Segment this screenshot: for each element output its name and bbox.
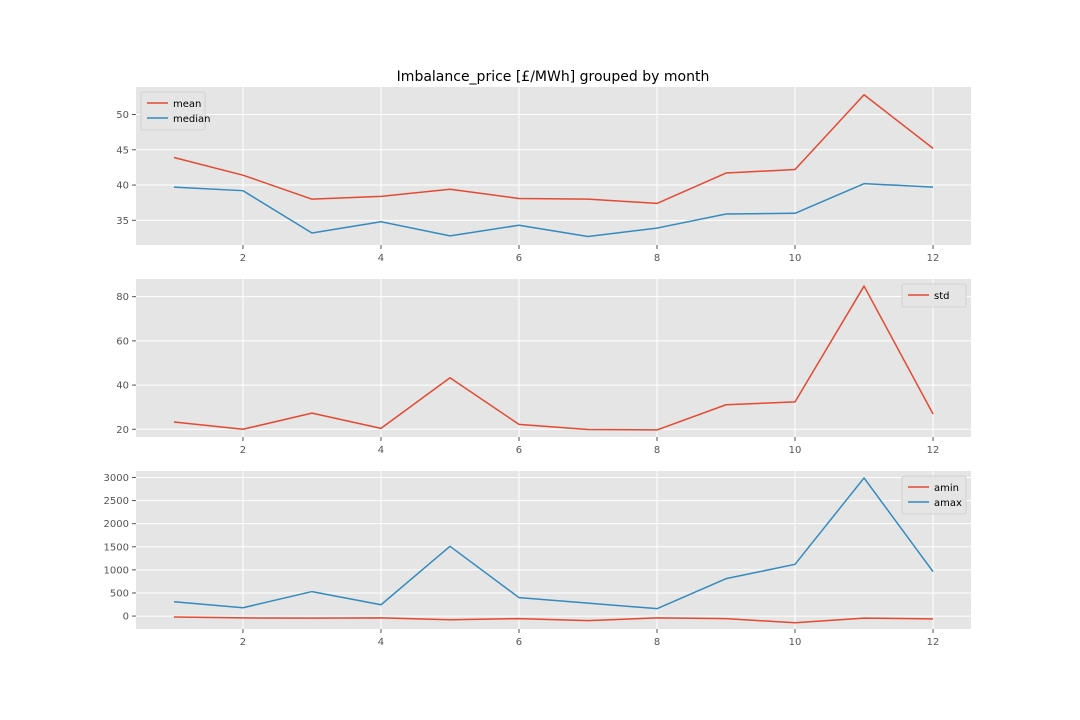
x-tick-label: 6: [516, 445, 522, 456]
x-tick-label: 8: [654, 637, 660, 648]
x-tick-label: 4: [378, 445, 384, 456]
y-tick-label: 35: [116, 216, 129, 227]
y-tick-label: 3000: [104, 473, 129, 484]
x-tick-label: 10: [789, 253, 802, 264]
x-tick-label: 2: [240, 253, 246, 264]
y-tick-label: 45: [116, 145, 129, 156]
series-line-amin: [173, 616, 934, 624]
plot-area: [136, 87, 971, 245]
y-tick-label: 500: [110, 588, 129, 599]
series-line-median: [173, 182, 934, 238]
plot-area: [136, 471, 971, 629]
x-tick-label: 12: [927, 445, 940, 456]
x-tick-label: 6: [516, 253, 522, 264]
x-tick-label: 10: [789, 445, 802, 456]
series-line-mean: [173, 94, 934, 205]
plot-area: [136, 279, 971, 437]
y-tick-label: 1000: [104, 565, 129, 576]
legend-box: [901, 283, 967, 308]
y-tick-label: 1500: [104, 542, 129, 553]
panel-amin-amax: 2 4 6 8 10 12 0 500 1000 1500 2000 2500 3000 amin amax: [104, 471, 971, 648]
x-tick-label: 4: [378, 637, 384, 648]
x-tick-label: 2: [240, 445, 246, 456]
legend: mean median: [140, 91, 211, 131]
series-line-std: [173, 285, 934, 431]
x-tick-label: 12: [927, 637, 940, 648]
y-tick-label: 80: [116, 292, 129, 303]
x-tick-label: 10: [789, 637, 802, 648]
y-tick-label: 40: [116, 381, 129, 392]
y-tick-label: 20: [116, 425, 129, 436]
panel-mean-median: 2 4 6 8 10 12 35 40 45 50 mean median: [116, 87, 971, 264]
x-tick-label: 8: [654, 253, 660, 264]
x-tick-label: 6: [516, 637, 522, 648]
y-tick-label: 0: [123, 612, 129, 623]
y-tick-label: 60: [116, 336, 129, 347]
series-line-amax: [173, 477, 934, 610]
legend-box: [140, 91, 206, 131]
legend: std: [901, 283, 967, 308]
legend-label-amax: amax: [934, 498, 962, 509]
legend-label-median: median: [173, 114, 211, 125]
legend-label-mean: mean: [173, 99, 201, 110]
panel-std: 2 4 6 8 10 12 20 40 60 80 std: [116, 279, 971, 456]
figure-title: Imbalance_price [£/MWh] grouped by month: [397, 69, 710, 85]
y-tick-label: 2500: [104, 496, 129, 507]
y-tick-label: 2000: [104, 519, 129, 530]
y-tick-label: 50: [116, 110, 129, 121]
legend-label-amin: amin: [934, 483, 959, 494]
legend-box: [901, 475, 967, 515]
x-tick-label: 8: [654, 445, 660, 456]
x-tick-label: 4: [378, 253, 384, 264]
legend: amin amax: [901, 475, 967, 515]
legend-label-std: std: [934, 291, 949, 302]
x-tick-label: 2: [240, 637, 246, 648]
y-tick-label: 40: [116, 181, 129, 192]
x-tick-label: 12: [927, 253, 940, 264]
